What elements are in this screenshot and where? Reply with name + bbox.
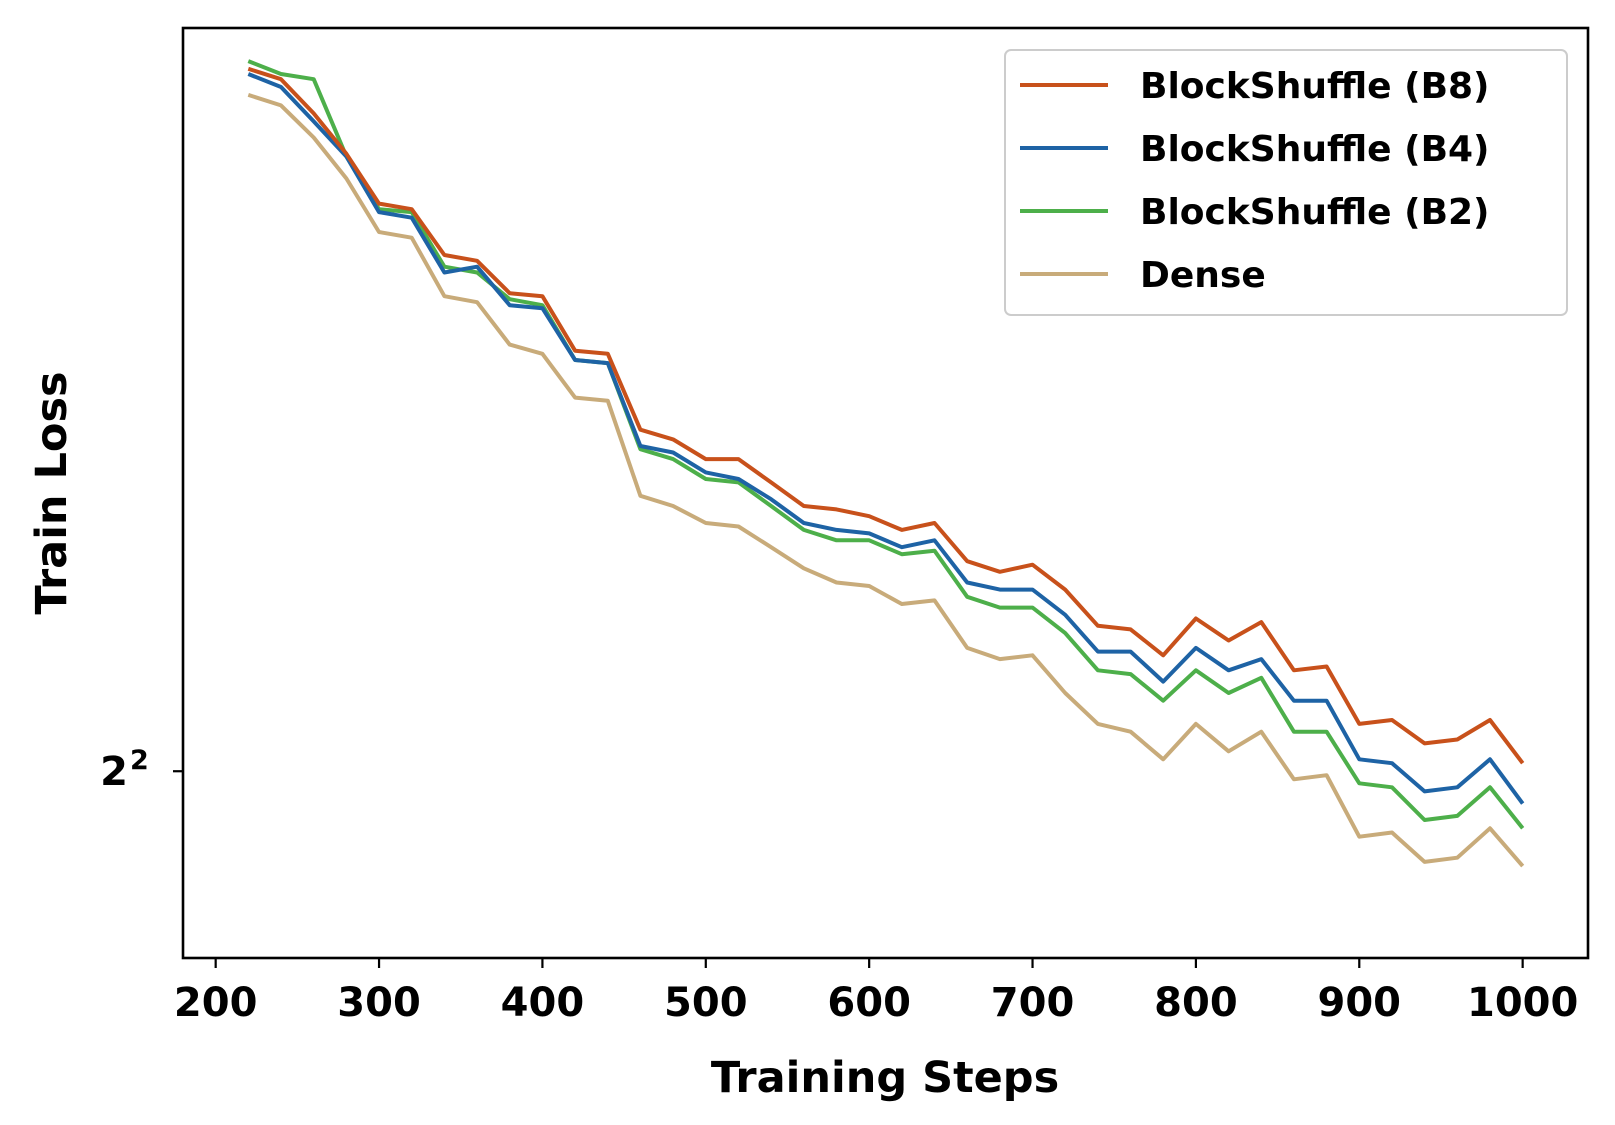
x-tick-label: 500 <box>664 980 748 1026</box>
legend-label-blockshuffle-b4: BlockShuffle (B4) <box>1140 129 1490 170</box>
x-axis-ticks: 200 300 400 500 600 700 800 900 1000 <box>174 958 1578 1026</box>
x-tick-label: 1000 <box>1467 980 1578 1026</box>
x-tick-label: 300 <box>337 980 421 1026</box>
y-tick-label: 2 <box>100 749 128 795</box>
legend-label-blockshuffle-b8: BlockShuffle (B8) <box>1140 66 1490 107</box>
legend: BlockShuffle (B8) BlockShuffle (B4) BlockS… <box>1005 50 1567 315</box>
x-tick-label: 800 <box>1154 980 1238 1026</box>
x-tick-label: 900 <box>1318 980 1402 1026</box>
y-tick-label-exponent: 2 <box>130 745 149 776</box>
x-tick-label: 400 <box>501 980 585 1026</box>
x-tick-label: 200 <box>174 980 258 1026</box>
x-axis-label: Training Steps <box>711 1053 1059 1103</box>
legend-label-dense: Dense <box>1140 255 1266 296</box>
x-tick-label: 700 <box>991 980 1075 1026</box>
y-axis-label: Train Loss <box>27 371 77 614</box>
legend-label-blockshuffle-b2: BlockShuffle (B2) <box>1140 192 1490 233</box>
x-tick-label: 600 <box>827 980 911 1026</box>
